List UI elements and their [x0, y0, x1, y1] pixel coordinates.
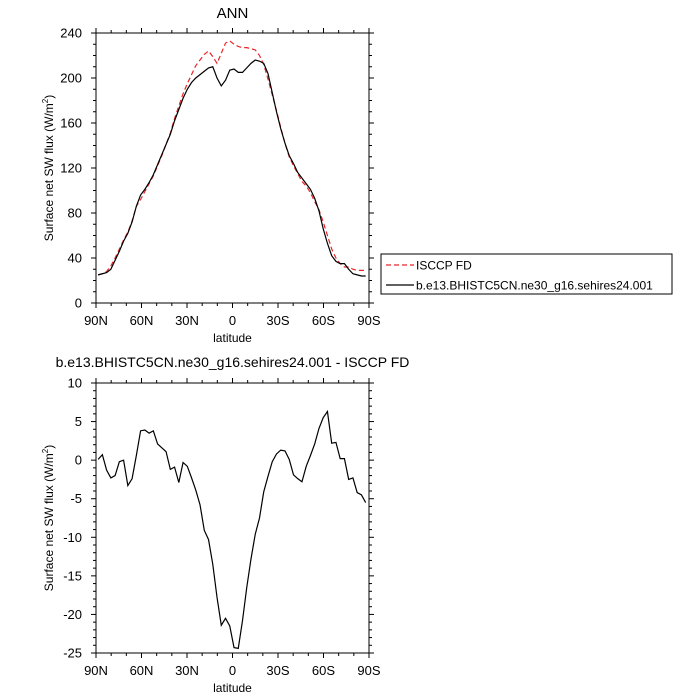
series-line-1: [97, 59, 366, 277]
y-tick-label: 80: [68, 206, 82, 221]
x-tick-label: 60N: [130, 663, 154, 678]
series-line-0: [97, 40, 366, 276]
y-axis-label: Surface net SW flux (W/m2): [41, 445, 56, 591]
x-axis-label: latitude: [213, 681, 252, 695]
x-tick-label: 0: [229, 663, 236, 678]
x-tick-label: 30S: [266, 313, 289, 328]
legend-box: [380, 253, 673, 295]
x-tick-label: 90N: [84, 313, 108, 328]
panel-difference: b.e13.BHISTC5CN.ne30_g16.sehires24.001 -…: [41, 354, 409, 695]
legend-label-1: b.e13.BHISTC5CN.ne30_g16.sehires24.001: [416, 279, 653, 293]
x-tick-label: 30N: [175, 313, 199, 328]
y-tick-label: 200: [60, 71, 82, 86]
plot-frame: [95, 32, 370, 304]
y-tick-label: 0: [75, 296, 82, 311]
y-axis-label-text: Surface net SW flux (W/m: [42, 103, 56, 241]
x-tick-label: 60S: [312, 663, 335, 678]
x-tick-label: 30S: [266, 663, 289, 678]
y-tick-label: 0: [75, 453, 82, 468]
plot-frame: [95, 382, 370, 654]
y-tick-label: -20: [63, 607, 82, 622]
x-tick-label: 60N: [130, 313, 154, 328]
y-axis-label: Surface net SW flux (W/m2): [41, 95, 56, 241]
x-tick-label: 30N: [175, 663, 199, 678]
series-line-0: [97, 409, 367, 650]
y-tick-label: 120: [60, 161, 82, 176]
y-tick-label: 240: [60, 26, 82, 41]
x-tick-label: 90S: [357, 663, 380, 678]
y-tick-label: -10: [63, 530, 82, 545]
y-tick-label: -15: [63, 568, 82, 583]
chart-title: b.e13.BHISTC5CN.ne30_g16.sehires24.001 -…: [56, 354, 410, 370]
y-tick-label: 10: [68, 376, 82, 391]
y-axis-label-close: ): [42, 95, 56, 99]
legend: ISCCP FD b.e13.BHISTC5CN.ne30_g16.sehires…: [380, 253, 673, 295]
y-tick-label: 40: [68, 251, 82, 266]
x-tick-label: 90N: [84, 663, 108, 678]
x-tick-label: 60S: [312, 313, 335, 328]
panel-annual-flux: ANN 90N 60N 30N 0 30S 60S 90S 0 40 80 120 160 200 240 l…: [41, 5, 381, 345]
y-axis-label-text: Surface net SW flux (W/m: [42, 453, 56, 591]
x-axis-label: latitude: [213, 331, 252, 345]
y-tick-label: 160: [60, 116, 82, 131]
chart-title: ANN: [217, 5, 249, 22]
x-tick-label: 0: [229, 313, 236, 328]
x-tick-label: 90S: [357, 313, 380, 328]
y-axis-label-close: ): [42, 445, 56, 449]
legend-label-0: ISCCP FD: [416, 259, 472, 273]
y-tick-label: 5: [75, 414, 82, 429]
y-tick-label: -25: [63, 646, 82, 661]
y-axis-label-superscript: 2: [41, 98, 50, 103]
y-axis-label-superscript: 2: [41, 448, 50, 453]
y-tick-label: -5: [70, 491, 82, 506]
